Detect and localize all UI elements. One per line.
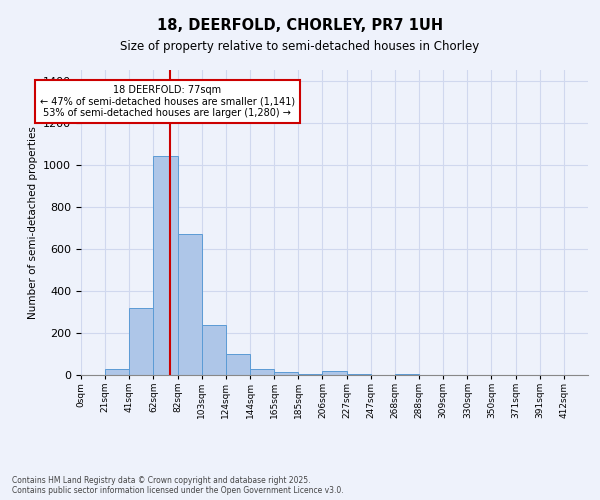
Bar (347, 374, 371, 375)
Bar (226, 354, 250, 375)
Bar (178, 234, 202, 375)
Bar (322, 371, 347, 375)
Y-axis label: Number of semi-detached properties: Number of semi-detached properties (28, 126, 38, 319)
Text: Contains HM Land Registry data © Crown copyright and database right 2025.
Contai: Contains HM Land Registry data © Crown c… (12, 476, 344, 495)
Bar (298, 374, 322, 375)
Bar (395, 374, 419, 375)
Bar (154, 156, 178, 375)
Text: Size of property relative to semi-detached houses in Chorley: Size of property relative to semi-detach… (121, 40, 479, 53)
Bar (202, 324, 226, 375)
Bar (129, 308, 154, 375)
Text: 18 DEERFOLD: 77sqm
← 47% of semi-detached houses are smaller (1,141)
53% of semi: 18 DEERFOLD: 77sqm ← 47% of semi-detache… (40, 84, 295, 118)
Bar (274, 372, 298, 375)
Bar (250, 368, 274, 375)
Text: 18, DEERFOLD, CHORLEY, PR7 1UH: 18, DEERFOLD, CHORLEY, PR7 1UH (157, 18, 443, 32)
Bar (105, 368, 129, 375)
